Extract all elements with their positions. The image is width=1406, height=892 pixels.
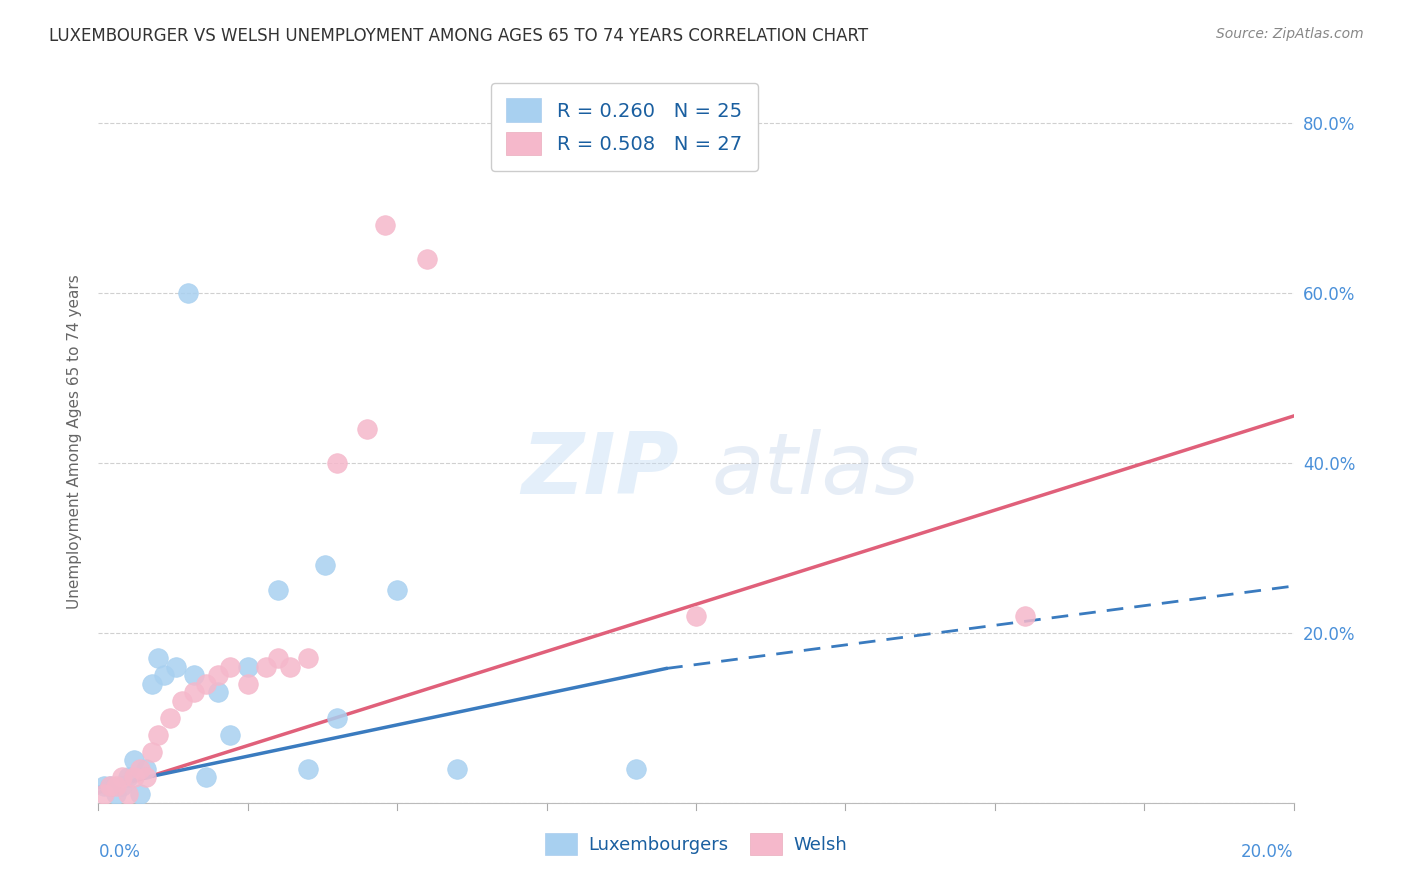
Point — [98, 779, 122, 793]
Point — [236, 660, 259, 674]
Text: LUXEMBOURGER VS WELSH UNEMPLOYMENT AMONG AGES 65 TO 74 YEARS CORRELATION CHART: LUXEMBOURGER VS WELSH UNEMPLOYMENT AMONG… — [49, 27, 869, 45]
Point — [195, 677, 218, 691]
Point — [124, 753, 146, 767]
Point — [117, 787, 139, 801]
Point — [93, 787, 115, 801]
Point — [105, 787, 128, 801]
Point — [219, 728, 242, 742]
Y-axis label: Unemployment Among Ages 65 to 74 years: Unemployment Among Ages 65 to 74 years — [66, 274, 82, 609]
Point — [385, 583, 409, 598]
Point — [153, 668, 176, 682]
Point — [111, 770, 134, 784]
Point — [105, 779, 128, 793]
Point — [183, 668, 205, 682]
Point — [177, 285, 200, 300]
Text: 20.0%: 20.0% — [1241, 843, 1294, 861]
Point — [124, 770, 146, 784]
Point — [1014, 608, 1036, 623]
Point — [165, 660, 187, 674]
Point — [326, 711, 349, 725]
Point — [267, 651, 290, 665]
Point — [315, 558, 337, 572]
Point — [219, 660, 242, 674]
Point — [117, 770, 139, 784]
Point — [93, 779, 115, 793]
Text: Source: ZipAtlas.com: Source: ZipAtlas.com — [1216, 27, 1364, 41]
Text: 0.0%: 0.0% — [98, 843, 141, 861]
Point — [685, 608, 707, 623]
Point — [141, 677, 163, 691]
Point — [267, 583, 290, 598]
Point — [207, 685, 229, 699]
Point — [626, 762, 648, 776]
Point — [195, 770, 218, 784]
Point — [129, 787, 152, 801]
Point — [374, 218, 396, 232]
Point — [141, 745, 163, 759]
Point — [207, 668, 229, 682]
Point — [148, 728, 170, 742]
Point — [98, 779, 122, 793]
Point — [183, 685, 205, 699]
Point — [278, 660, 301, 674]
Point — [356, 422, 378, 436]
Point — [111, 779, 134, 793]
Point — [297, 762, 319, 776]
Point — [446, 762, 468, 776]
Text: ZIP: ZIP — [522, 429, 679, 512]
Legend: Luxembourgers, Welsh: Luxembourgers, Welsh — [537, 826, 855, 863]
Text: atlas: atlas — [711, 429, 920, 512]
Point — [135, 770, 157, 784]
Point — [416, 252, 439, 266]
Point — [148, 651, 170, 665]
Point — [159, 711, 181, 725]
Point — [254, 660, 277, 674]
Point — [129, 762, 152, 776]
Point — [135, 762, 157, 776]
Point — [172, 694, 194, 708]
Point — [297, 651, 319, 665]
Point — [236, 677, 259, 691]
Point — [326, 456, 349, 470]
